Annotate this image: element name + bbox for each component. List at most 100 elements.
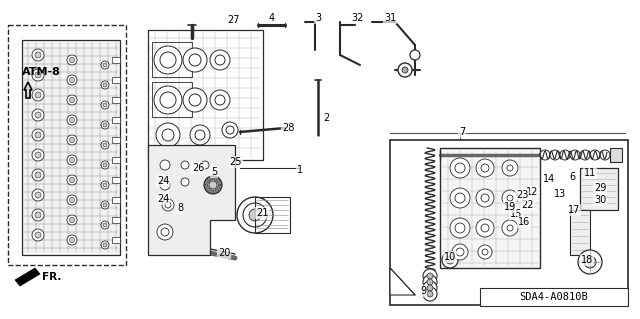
Circle shape xyxy=(481,224,489,232)
Circle shape xyxy=(455,193,465,203)
Circle shape xyxy=(410,50,420,60)
Circle shape xyxy=(195,130,205,140)
Circle shape xyxy=(446,256,454,264)
Circle shape xyxy=(70,197,74,203)
Bar xyxy=(112,237,120,243)
Circle shape xyxy=(218,181,221,185)
Circle shape xyxy=(423,275,437,289)
Circle shape xyxy=(67,155,77,165)
Circle shape xyxy=(103,163,107,167)
Circle shape xyxy=(32,149,44,161)
Circle shape xyxy=(540,150,550,160)
Text: 26: 26 xyxy=(192,163,204,173)
Circle shape xyxy=(216,188,220,191)
Circle shape xyxy=(450,158,470,178)
Circle shape xyxy=(67,115,77,125)
Bar xyxy=(148,30,263,160)
Circle shape xyxy=(35,172,41,178)
Circle shape xyxy=(32,109,44,121)
Polygon shape xyxy=(15,268,40,286)
Circle shape xyxy=(32,169,44,181)
Circle shape xyxy=(101,241,109,249)
Circle shape xyxy=(455,163,465,173)
Circle shape xyxy=(207,189,211,193)
Circle shape xyxy=(214,177,218,181)
Circle shape xyxy=(216,179,220,182)
Circle shape xyxy=(67,55,77,65)
Circle shape xyxy=(476,189,494,207)
Text: 24: 24 xyxy=(157,176,169,186)
Circle shape xyxy=(103,223,107,227)
Text: 20: 20 xyxy=(218,248,230,258)
Circle shape xyxy=(402,67,408,73)
Circle shape xyxy=(210,176,214,180)
Text: 21: 21 xyxy=(256,208,268,218)
Circle shape xyxy=(452,244,468,260)
Text: SDA4-A0810B: SDA4-A0810B xyxy=(520,292,588,302)
Text: 31: 31 xyxy=(384,13,396,23)
Text: 28: 28 xyxy=(282,123,294,133)
Circle shape xyxy=(67,215,77,225)
Circle shape xyxy=(70,137,74,143)
Circle shape xyxy=(455,223,465,233)
Bar xyxy=(112,97,120,103)
Circle shape xyxy=(35,52,41,58)
Circle shape xyxy=(101,81,109,89)
Circle shape xyxy=(481,194,489,202)
Circle shape xyxy=(101,141,109,149)
Circle shape xyxy=(35,212,41,218)
Circle shape xyxy=(478,245,492,259)
Circle shape xyxy=(183,88,207,112)
Text: 11: 11 xyxy=(584,168,596,178)
Bar xyxy=(255,197,290,233)
Circle shape xyxy=(189,94,201,106)
Circle shape xyxy=(600,150,610,160)
Circle shape xyxy=(32,209,44,221)
Circle shape xyxy=(70,98,74,102)
Circle shape xyxy=(70,238,74,242)
Circle shape xyxy=(218,183,222,187)
Circle shape xyxy=(35,152,41,158)
Circle shape xyxy=(103,63,107,67)
Circle shape xyxy=(226,126,234,134)
Circle shape xyxy=(160,160,170,170)
Circle shape xyxy=(427,273,433,279)
Circle shape xyxy=(502,160,518,176)
Circle shape xyxy=(507,195,513,201)
Text: 7: 7 xyxy=(459,127,465,137)
Text: 15: 15 xyxy=(510,209,522,219)
Text: 5: 5 xyxy=(211,167,217,177)
Text: 4: 4 xyxy=(269,13,275,23)
Bar xyxy=(570,210,590,255)
Circle shape xyxy=(67,175,77,185)
Circle shape xyxy=(101,221,109,229)
Text: 32: 32 xyxy=(352,13,364,23)
Circle shape xyxy=(70,177,74,182)
Circle shape xyxy=(103,183,107,187)
Circle shape xyxy=(67,75,77,85)
Circle shape xyxy=(103,123,107,127)
Circle shape xyxy=(181,178,189,186)
Bar xyxy=(112,57,120,63)
Circle shape xyxy=(204,185,209,189)
Circle shape xyxy=(181,161,189,169)
Circle shape xyxy=(70,158,74,162)
Circle shape xyxy=(189,54,201,66)
Circle shape xyxy=(205,179,210,182)
Circle shape xyxy=(584,256,596,268)
Circle shape xyxy=(423,287,437,301)
Circle shape xyxy=(103,83,107,87)
Circle shape xyxy=(502,220,518,236)
Circle shape xyxy=(70,218,74,222)
Circle shape xyxy=(423,281,437,295)
Circle shape xyxy=(450,188,470,208)
Circle shape xyxy=(70,78,74,83)
Circle shape xyxy=(398,63,412,77)
Text: 24: 24 xyxy=(157,194,169,204)
Circle shape xyxy=(101,61,109,69)
Circle shape xyxy=(103,103,107,107)
Bar xyxy=(112,177,120,183)
Circle shape xyxy=(32,189,44,201)
Bar xyxy=(610,148,622,162)
Circle shape xyxy=(502,190,518,206)
